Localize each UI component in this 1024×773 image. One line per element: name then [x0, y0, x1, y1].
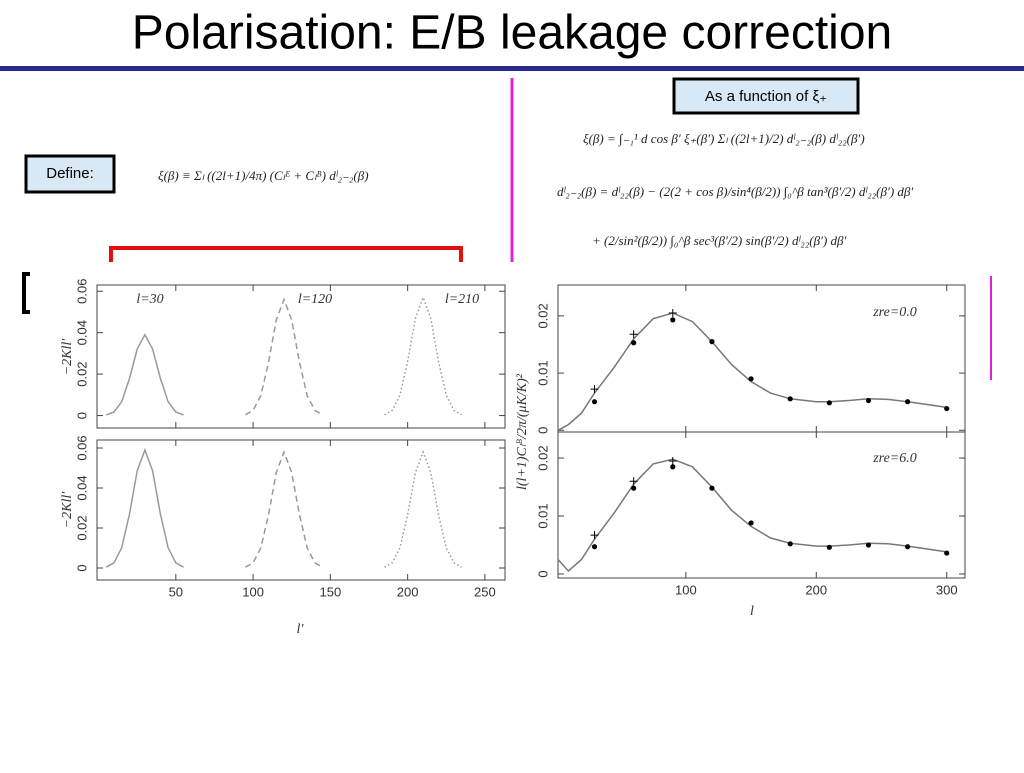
- x-tick-label: 150: [320, 584, 342, 599]
- curve: [557, 458, 947, 573]
- curve: [105, 447, 184, 568]
- data-point: [826, 544, 832, 550]
- data-cross: [668, 456, 677, 465]
- data-point: [748, 376, 754, 382]
- data-point: [670, 464, 676, 470]
- data-point: [748, 520, 754, 526]
- y-tick-label: 0.02: [74, 515, 89, 540]
- plot-frame: [96, 439, 506, 581]
- box-edge: [22, 272, 30, 314]
- data-point: [905, 544, 911, 550]
- x-tick-label: 100: [675, 582, 697, 597]
- data-point: [591, 544, 598, 550]
- plot-frame: [96, 284, 506, 429]
- y-tick-label: 0: [535, 427, 550, 434]
- y-tick-label: 0.02: [535, 303, 550, 328]
- data-point: [905, 399, 911, 405]
- y-tick-label: 0.01: [535, 360, 550, 385]
- x-axis-label: l: [750, 604, 754, 619]
- curve: [384, 295, 463, 416]
- data-point: [670, 317, 676, 323]
- curve: [106, 333, 184, 416]
- y-tick-label: 0.02: [74, 361, 89, 386]
- y-tick-label: 0: [535, 570, 550, 577]
- curve: [557, 312, 947, 431]
- annotation: l=120: [298, 292, 332, 307]
- y-tick-label: 0: [74, 412, 89, 419]
- data-point: [787, 541, 793, 547]
- slide-title: Polarisation: E/B leakage correction: [132, 7, 892, 60]
- data-cross: [629, 330, 638, 339]
- y-axis-label: l(l+1)Cₗᴮ/2π/(μK/K)²: [515, 373, 530, 490]
- data-point: [826, 400, 832, 406]
- y-tick-label: 0.01: [535, 503, 550, 528]
- y-tick-label: 0: [74, 564, 89, 571]
- data-cross: [668, 309, 677, 318]
- data-cross: [590, 531, 599, 540]
- data-point: [709, 485, 715, 491]
- y-tick-label: 0.06: [74, 435, 89, 460]
- define-box: [24, 154, 116, 194]
- y-tick-label: 0.06: [74, 279, 89, 304]
- define-box-text: Define:: [46, 165, 94, 182]
- data-point: [865, 542, 872, 548]
- equation: ξ(β) ≡ Σₗ ((2l+1)/4π) (Cₗᴱ + Cₗᴮ) dˡ₂₋₂(…: [158, 168, 369, 183]
- data-point: [787, 396, 793, 402]
- annotation: zre=0.0: [872, 305, 917, 320]
- equation: dˡ₂₋₂(β) = dˡ₂₂(β) − (2(2 + cos β)/sin⁴(…: [557, 184, 913, 200]
- function-box-text: As a function of ξ₊: [705, 88, 827, 105]
- data-point: [631, 340, 637, 346]
- equation: ξ(β) = ∫₋₁¹ d cos β′ ξ₊(β′) Σₗ ((2l+1)/2…: [583, 131, 865, 147]
- data-point: [631, 485, 637, 491]
- x-tick-label: 200: [805, 582, 827, 597]
- x-tick-label: 250: [474, 584, 496, 599]
- data-cross: [629, 477, 638, 486]
- plot-frame: [557, 431, 966, 579]
- annotation: l=30: [136, 292, 163, 307]
- data-point: [865, 397, 872, 404]
- data-point: [709, 339, 715, 345]
- title-rule: [0, 66, 1024, 71]
- annotation: l=210: [445, 292, 479, 307]
- data-point: [591, 399, 598, 405]
- y-axis-label: −2Kll′: [60, 491, 75, 529]
- data-point: [944, 405, 950, 412]
- annotation: zre=6.0: [872, 451, 917, 466]
- figure-right: [505, 268, 965, 625]
- curve: [245, 297, 323, 416]
- function-box: [672, 77, 860, 115]
- data-point: [944, 550, 950, 556]
- curve: [384, 449, 463, 568]
- equation: + (2/sin²(β/2)) ∫₀^β sec³(β′/2) sin(β′/2…: [592, 233, 847, 249]
- x-tick-label: 300: [936, 582, 958, 597]
- x-tick-label: 200: [397, 584, 419, 599]
- y-tick-label: 0.04: [74, 475, 89, 500]
- y-axis-label: −2Kll′: [60, 338, 75, 376]
- y-tick-label: 0.04: [74, 320, 89, 345]
- x-tick-label: 100: [242, 584, 264, 599]
- bracket: [109, 246, 463, 262]
- data-cross: [590, 385, 599, 394]
- x-axis-label: l′: [297, 622, 305, 637]
- figure-left: [62, 268, 505, 625]
- x-tick-label: 50: [169, 584, 183, 599]
- y-tick-label: 0.02: [535, 445, 550, 470]
- curve: [245, 449, 323, 568]
